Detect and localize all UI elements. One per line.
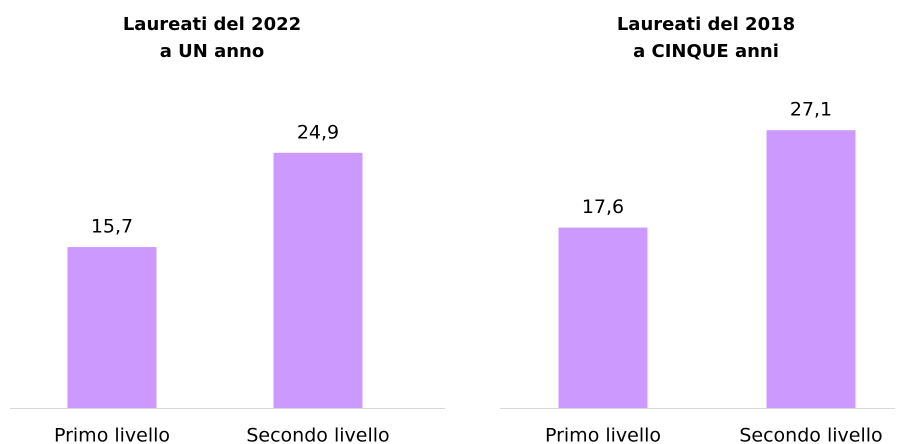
bar [558,227,648,408]
bar [67,247,157,408]
chart-title: Laureati del 2018 [617,14,795,35]
x-tick-label: Secondo livello [246,425,389,444]
x-tick-label: Secondo livello [739,425,882,444]
x-tick-label: Primo livello [545,425,661,444]
bar [766,130,856,408]
value-label: 27,1 [790,99,832,121]
bar [273,152,363,408]
value-label: 24,9 [297,121,339,143]
chart-title: a CINQUE anni [633,41,779,62]
chart-title: Laureati del 2022 [123,14,301,35]
value-label: 15,7 [91,216,133,238]
value-label: 17,6 [582,196,624,218]
x-tick-label: Primo livello [54,425,170,444]
chart-title: a UN anno [160,41,265,62]
